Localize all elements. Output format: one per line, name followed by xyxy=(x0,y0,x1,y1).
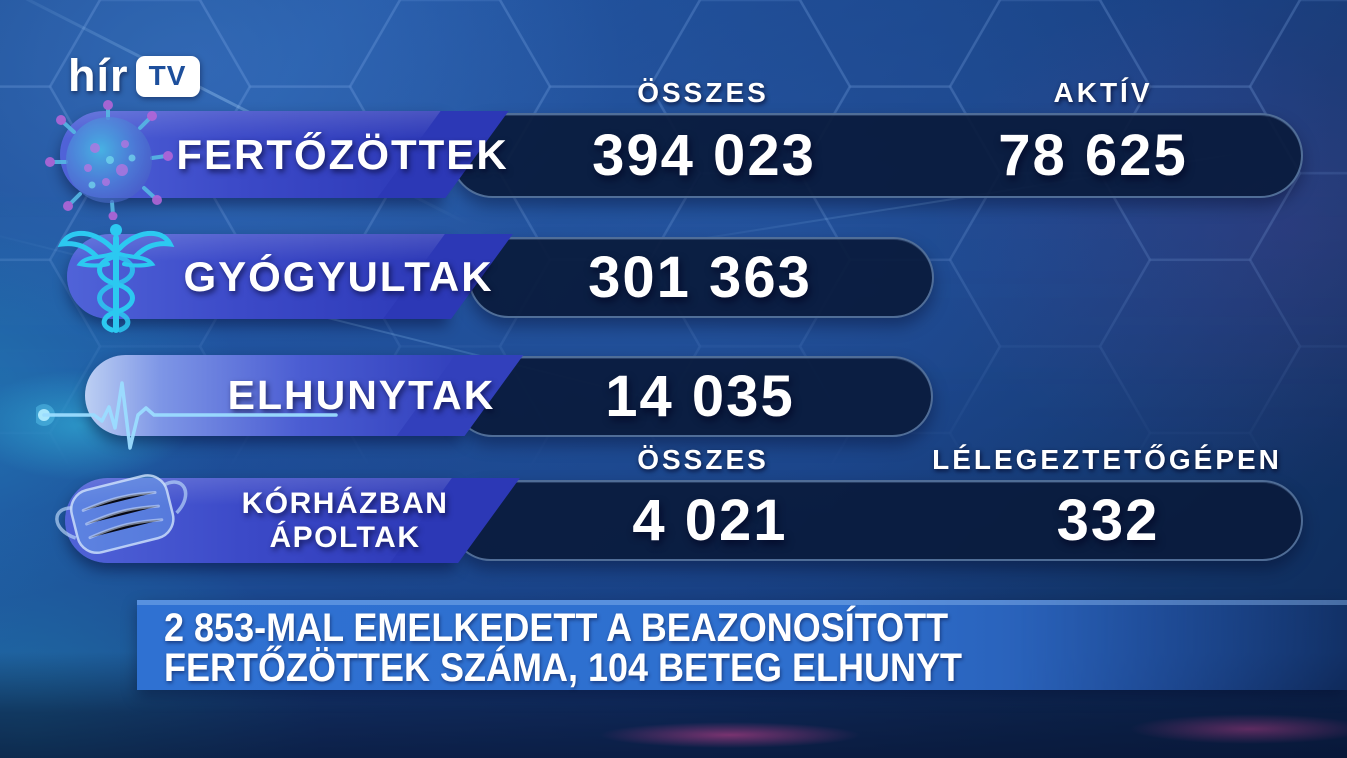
value-bar-deceased xyxy=(452,356,933,437)
logo-tv-box: TV xyxy=(135,55,200,97)
ventilator-value: 332 xyxy=(1056,488,1160,553)
news-ticker-banner: 2 853-MAL EMELKEDETT A BEAZONOSÍTOTT FER… xyxy=(137,600,1347,690)
infected-active-value: 78 625 xyxy=(998,123,1188,188)
value-bar-recovered xyxy=(468,237,934,318)
pink-glow xyxy=(600,722,860,748)
row-label: GYÓGYULTAK xyxy=(183,253,494,300)
hospitalized-total-value: 4 021 xyxy=(632,488,788,553)
row-label: KÓRHÁZBAN ÁPOLTAK xyxy=(65,487,455,555)
column-header-active: AKTÍV xyxy=(1053,77,1153,108)
column-header-ventilator: LÉLEGEZTETŐGÉPEN xyxy=(932,444,1282,475)
logo-text: hír xyxy=(68,50,129,101)
pink-glow xyxy=(1130,714,1347,744)
row-label: FERTŐZÖTTEK xyxy=(176,131,509,178)
row-label: ELHUNYTAK xyxy=(227,372,496,418)
label-banner-hospitalized: KÓRHÁZBAN ÁPOLTAK xyxy=(65,478,455,563)
value-bar-infected xyxy=(450,113,1303,198)
infected-total-value: 394 023 xyxy=(592,123,816,188)
column-header-total: ÖSSZES xyxy=(637,77,769,108)
column-header-total: ÖSSZES xyxy=(637,444,769,475)
label-banner-infected: FERTŐZÖTTEK xyxy=(60,111,507,198)
label-banner-recovered: GYÓGYULTAK xyxy=(67,234,492,319)
ticker-line-2: FERTŐZÖTTEK SZÁMA, 104 BETEG ELHUNYT xyxy=(164,645,963,690)
label-banner-deceased: ELHUNYTAK xyxy=(85,355,493,436)
row-label-line1: KÓRHÁZBAN xyxy=(241,486,449,520)
ticker-line-1: 2 853-MAL EMELKEDETT A BEAZONOSÍTOTT xyxy=(164,605,949,650)
row-label-line2: ÁPOLTAK xyxy=(269,520,421,554)
value-bar-hospitalized xyxy=(450,480,1303,561)
recovered-total-value: 301 363 xyxy=(588,245,812,310)
deceased-total-value: 14 035 xyxy=(605,364,795,429)
hirtv-logo: hír TV xyxy=(68,50,200,102)
